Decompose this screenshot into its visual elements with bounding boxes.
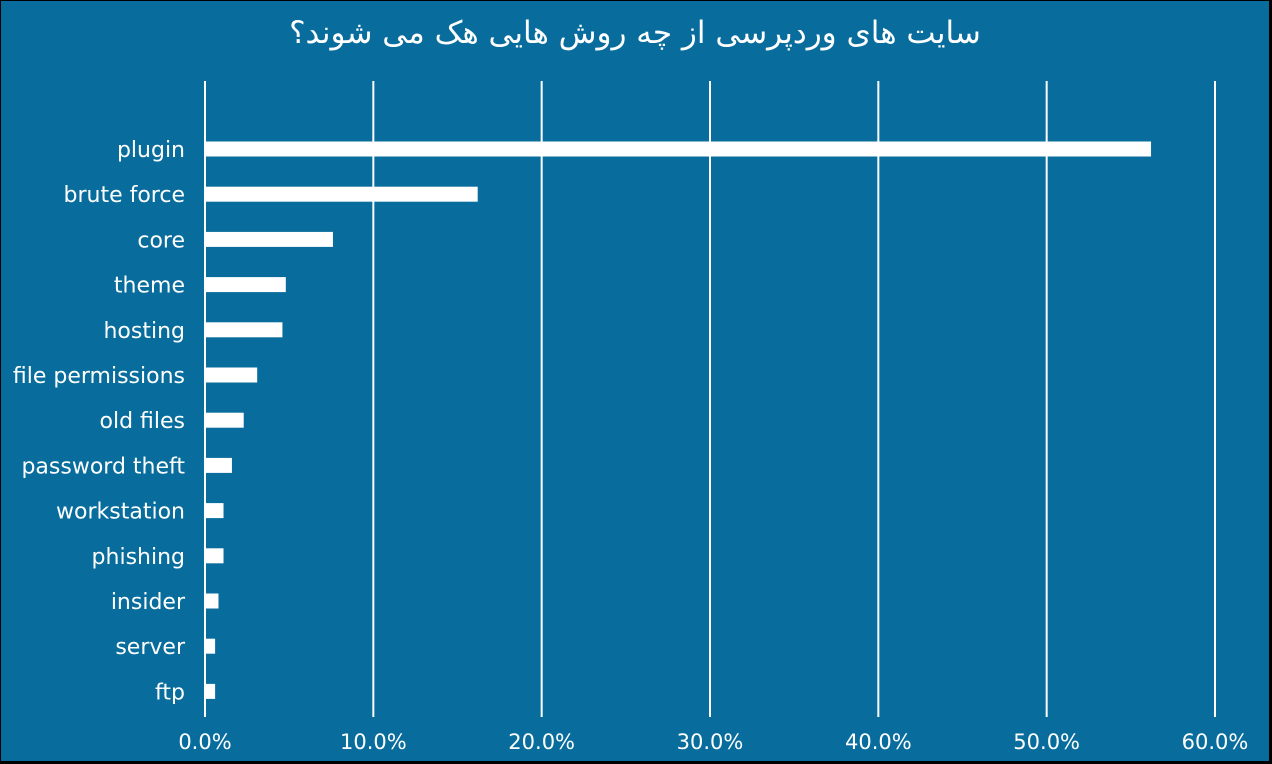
x-tick-label: 50.0% bbox=[1013, 730, 1080, 754]
x-tick-label: 0.0% bbox=[178, 730, 231, 754]
category-label: theme bbox=[114, 274, 185, 299]
x-tick-label: 10.0% bbox=[340, 730, 407, 754]
category-label: ftp bbox=[155, 680, 185, 705]
bar-plugin bbox=[205, 141, 1152, 157]
category-label: server bbox=[115, 635, 186, 660]
chart-title: سایت های وردپرسی از چه روش هایی هک می شو… bbox=[289, 15, 981, 51]
x-tick-label: 30.0% bbox=[677, 730, 744, 754]
category-label: workstation bbox=[56, 500, 185, 525]
x-tick-label: 40.0% bbox=[845, 730, 912, 754]
bar-server bbox=[205, 638, 216, 654]
bar-ftp bbox=[205, 683, 216, 699]
bar-phishing bbox=[205, 548, 224, 564]
bar-insider bbox=[205, 593, 219, 609]
bar-hosting bbox=[205, 322, 283, 338]
category-label: old files bbox=[100, 409, 186, 434]
category-label: password theft bbox=[21, 454, 185, 479]
bar-brute-force bbox=[205, 186, 478, 202]
bar-core bbox=[205, 231, 333, 247]
category-label: insider bbox=[111, 590, 186, 615]
bar-file-permissions bbox=[205, 367, 258, 383]
bar-password-theft bbox=[205, 457, 232, 473]
bar-workstation bbox=[205, 503, 224, 519]
x-tick-label: 60.0% bbox=[1182, 730, 1249, 754]
category-label: file permissions bbox=[13, 364, 185, 389]
category-label: plugin bbox=[117, 138, 185, 163]
category-label: phishing bbox=[92, 545, 185, 570]
category-label: hosting bbox=[103, 319, 185, 344]
category-label: core bbox=[137, 228, 185, 253]
bar-old-files bbox=[205, 412, 244, 428]
category-label: brute force bbox=[63, 183, 185, 208]
bar-theme bbox=[205, 277, 286, 293]
x-tick-label: 20.0% bbox=[508, 730, 575, 754]
